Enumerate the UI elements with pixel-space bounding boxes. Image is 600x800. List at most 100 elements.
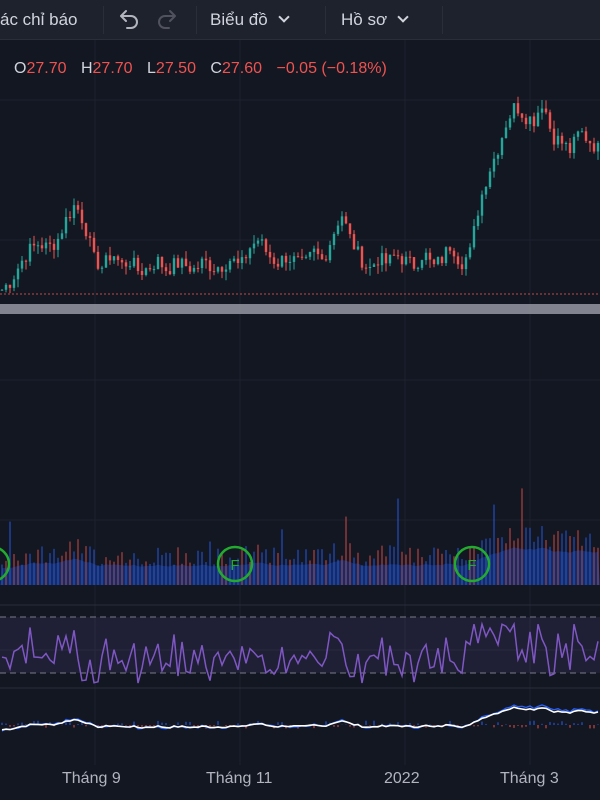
profile-menu-button[interactable]: Hồ sơ [341,0,409,40]
candle-body [252,243,256,249]
candle-body [48,242,52,244]
candle-body [256,240,260,244]
candle-body [360,246,364,268]
candle-body [108,255,112,261]
time-axis-label: 2022 [384,770,420,787]
rsi-band [0,617,600,673]
redo-button[interactable] [156,0,180,40]
chart-menu-button[interactable]: Biểu đồ [210,0,290,40]
candle-body [456,256,460,265]
candle-body [400,256,404,265]
candle-body [100,267,104,269]
candle-body [528,116,532,125]
support-band [0,304,600,314]
candle-body [340,216,344,226]
candle-body [260,239,264,241]
candle-body [232,258,236,262]
candle-body [480,194,484,216]
candle-body [368,267,372,269]
toolbar-divider [196,6,197,34]
candle-body [4,284,8,290]
candle-body [68,216,72,219]
chart-menu-label: Biểu đồ [210,10,268,29]
candle-body [104,255,108,268]
candle-body [152,269,156,271]
candle-body [316,248,320,255]
candle-body [532,116,536,127]
event-marker-label: F [467,557,476,574]
candle-body [56,238,60,250]
candle-body [212,271,216,273]
candle-body [172,258,176,275]
high-value: 27.70 [92,60,133,77]
candle-body [396,255,400,257]
candle-body [92,237,96,252]
macd-line [1,706,599,731]
time-axis-label: Tháng 9 [62,770,121,787]
candle-body [508,118,512,128]
candle-body [292,256,296,262]
candle-body [472,226,476,248]
candle-body [544,108,548,113]
candle-body [432,259,436,265]
candle-body [424,252,428,261]
candle-body [552,128,556,145]
candle-body [440,257,444,264]
candle-body [308,252,312,257]
candle-body [284,255,288,263]
candle-body [164,267,168,272]
chart-area[interactable]: FFF [0,40,600,765]
chevron-down-icon [397,11,409,23]
candle-body [44,242,48,249]
low-value: 27.50 [155,60,196,77]
indicators-button[interactable]: ác chỉ báo [0,10,78,29]
candle-body [204,258,208,261]
candle-body [548,112,552,129]
candle-body [524,117,528,125]
time-axis-label: Tháng 11 [206,770,273,787]
ohlc-legend: O27.70 H27.70 L27.50 C27.60 −0.05 (−0.18… [14,60,397,78]
candle-body [276,263,280,267]
candle-body [272,257,276,264]
candle-body [196,267,200,269]
time-axis-label: Tháng 3 [500,770,559,787]
candle-body [288,261,292,263]
candle-body [144,268,148,275]
candle-body [512,103,516,119]
candle-body [156,256,160,270]
candle-body [168,271,172,275]
candle-body [392,254,396,256]
candle-body [52,243,56,250]
candle-body [476,215,480,227]
candle-body [112,256,116,261]
candle-body [216,267,220,272]
candle-body [460,264,464,270]
toolbar-divider [442,6,443,34]
close-key: C [210,60,222,77]
candle-body [192,267,196,272]
candle-body [484,186,488,195]
candle-body [348,223,352,235]
candle-body [228,261,232,270]
candle-body [12,279,16,288]
redo-icon [158,10,176,29]
undo-button[interactable] [116,0,140,40]
candle-body [268,251,272,258]
volume-ma-area [0,547,600,585]
candle-body [416,267,420,269]
candle-body [20,260,24,269]
candle-body [8,284,12,288]
candle-body [388,254,392,264]
candle-body [248,248,252,259]
candle-body [60,233,64,239]
candle-body [584,131,588,141]
open-key: O [14,60,27,77]
candle-body [296,256,300,258]
candle-body [312,248,316,253]
rsi-line [1,621,599,684]
candle-body [32,243,36,246]
candle-body [592,143,596,152]
candle-body [376,264,380,266]
candle-body [28,243,32,262]
candle-body [452,250,456,257]
